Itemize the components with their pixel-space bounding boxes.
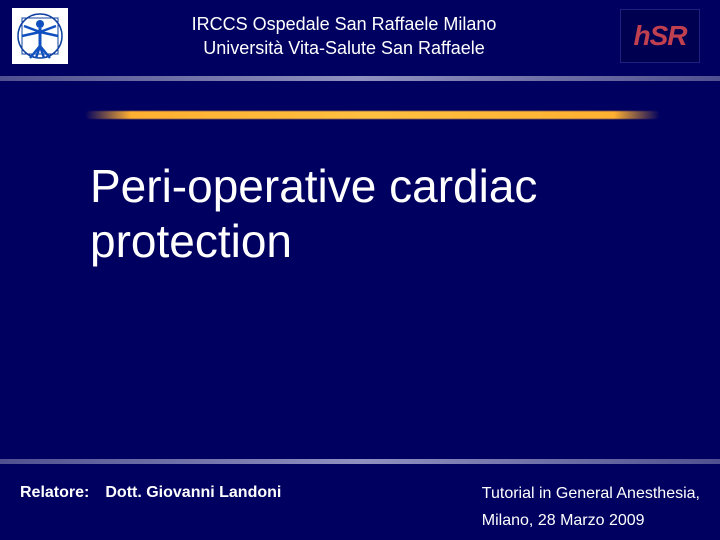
accent-underline [85, 111, 660, 119]
logo-right-text: hSR [634, 20, 687, 52]
title-block: Peri-operative cardiac protection [0, 119, 720, 269]
slide-title: Peri-operative cardiac protection [90, 159, 660, 269]
slide-footer: Relatore: Dott. Giovanni Landoni Tutoria… [0, 470, 720, 540]
header-line-2: Università Vita-Salute San Raffaele [78, 36, 610, 60]
logo-left-vitruvian [12, 8, 68, 64]
speaker-label: Relatore: [20, 484, 89, 502]
event-name: Tutorial in General Anesthesia, [482, 480, 700, 507]
header-institution: IRCCS Ospedale San Raffaele Milano Unive… [68, 12, 620, 61]
slide-header: IRCCS Ospedale San Raffaele Milano Unive… [0, 0, 720, 76]
divider-top [0, 76, 720, 81]
event-location-date: Milano, 28 Marzo 2009 [482, 507, 700, 534]
footer-right: Tutorial in General Anesthesia, Milano, … [482, 470, 700, 534]
header-line-1: IRCCS Ospedale San Raffaele Milano [78, 12, 610, 36]
footer-left: Relatore: Dott. Giovanni Landoni [20, 470, 281, 502]
divider-bottom [0, 459, 720, 464]
vitruvian-icon [16, 12, 64, 60]
speaker-name: Dott. Giovanni Landoni [105, 484, 281, 502]
logo-right-hsr: hSR [620, 9, 700, 63]
